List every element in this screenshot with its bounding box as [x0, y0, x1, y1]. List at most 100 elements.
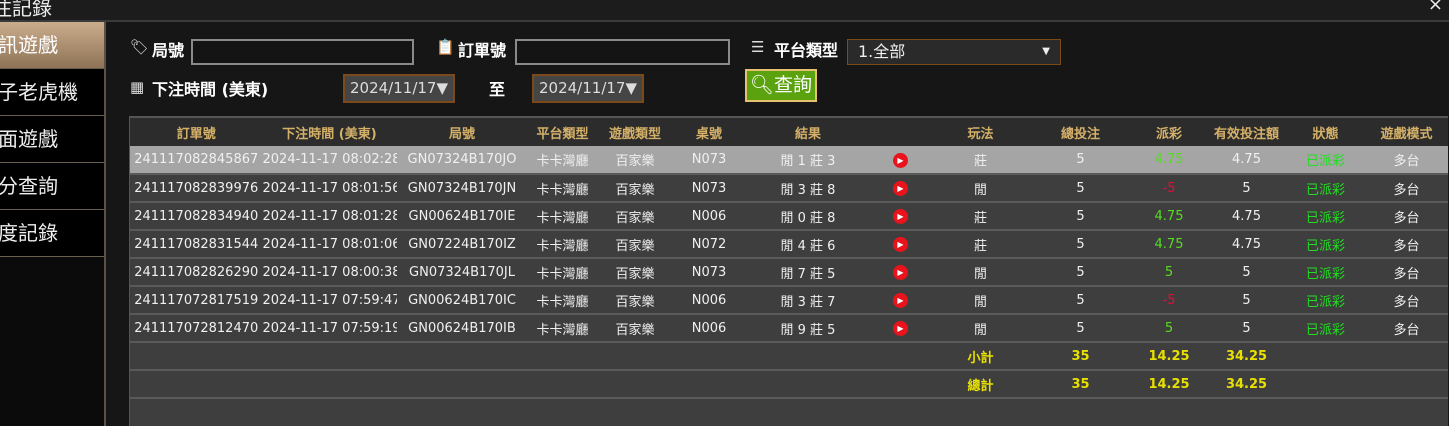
- cell-table-no: N006: [672, 202, 746, 231]
- total-row: 總計 35 14.25 34.25: [129, 370, 1448, 399]
- total-valid: 34.25: [1207, 370, 1286, 399]
- cell-game-type: 百家樂: [597, 314, 673, 343]
- cell-table-no: N006: [672, 286, 746, 315]
- cell-game-mode: 多台: [1365, 286, 1448, 315]
- play-video-icon[interactable]: ▶: [893, 181, 908, 196]
- bet-records-table: 訂單號 下注時間 (美東) 局號 平台類型 遊戲類型 桌號 結果 玩法 總投注 派彩 有效投注額 狀態…: [129, 116, 1448, 426]
- cell-bet-time: 2024-11-17 07:59:47: [262, 286, 397, 315]
- cell-result: 閒 9 莊 5: [745, 314, 871, 343]
- empty-cell: [129, 342, 263, 371]
- round-input[interactable]: [191, 39, 414, 65]
- cell-game-type: 百家樂: [597, 258, 673, 287]
- empty-cell: [129, 398, 1448, 426]
- cell-total-bet: 5: [1030, 230, 1131, 259]
- empty-cell: [672, 370, 746, 399]
- header-game-mode: 遊戲模式: [1365, 116, 1448, 146]
- cell-table-no: N073: [672, 174, 746, 203]
- table-row[interactable]: 241117082826290 2024-11-17 08:00:38 GN0732…: [129, 258, 1448, 287]
- close-icon[interactable]: ×: [1427, 0, 1443, 15]
- cell-game-mode: 多台: [1365, 174, 1448, 203]
- cell-platform: 卡卡灣廳: [527, 202, 598, 231]
- cell-game-mode: 多台: [1365, 202, 1448, 231]
- cell-status: 已派彩: [1285, 230, 1366, 259]
- cell-replay: ▶: [870, 230, 931, 259]
- empty-cell: [745, 370, 871, 399]
- cell-round-no: GN00624B170IC: [396, 286, 528, 315]
- cell-round-no: GN07224B170IZ: [396, 230, 528, 259]
- table-row[interactable]: 241117072812470 2024-11-17 07:59:19 GN0062…: [129, 314, 1448, 343]
- cell-valid-bet: 4.75: [1207, 230, 1286, 259]
- table-row[interactable]: 241117082834940 2024-11-17 08:01:28 GN0062…: [129, 202, 1448, 231]
- header-order-no: 訂單號: [129, 116, 263, 146]
- table-row[interactable]: 241117082845867 2024-11-17 08:02:28 GN0732…: [129, 146, 1448, 175]
- cell-round-no: GN00624B170IE: [396, 202, 528, 231]
- cell-bet-type: 莊: [930, 202, 1031, 231]
- total-bet: 35: [1030, 370, 1131, 399]
- cell-round-no: GN00624B170IB: [396, 314, 528, 343]
- cell-bet-time: 2024-11-17 08:01:28: [262, 202, 397, 231]
- header-bet-time: 下注時間 (美東): [262, 116, 397, 146]
- query-button[interactable]: 🔍︎查詢: [745, 69, 817, 102]
- play-video-icon[interactable]: ▶: [893, 265, 908, 280]
- table-row[interactable]: 241117072817519 2024-11-17 07:59:47 GN0062…: [129, 286, 1448, 315]
- cell-status: 已派彩: [1285, 314, 1366, 343]
- header-bet-type: 玩法: [930, 116, 1031, 146]
- play-video-icon[interactable]: ▶: [893, 293, 908, 308]
- play-video-icon[interactable]: ▶: [893, 152, 908, 168]
- query-label: 查詢: [774, 74, 813, 96]
- header-status: 狀態: [1285, 116, 1366, 146]
- cell-valid-bet: 5: [1207, 286, 1286, 315]
- cell-table-no: N073: [672, 146, 746, 175]
- empty-row: [129, 398, 1448, 426]
- cell-platform: 卡卡灣廳: [527, 258, 598, 287]
- cell-game-type: 百家樂: [597, 202, 673, 231]
- empty-cell: [597, 370, 673, 399]
- total-payout: 14.25: [1130, 370, 1208, 399]
- empty-cell: [1365, 370, 1448, 399]
- subtotal-label: 小計: [930, 342, 1031, 371]
- platform-select[interactable]: 1.全部 ▼: [847, 39, 1061, 65]
- cell-payout: 4.75: [1130, 202, 1208, 231]
- cell-payout: 4.75: [1130, 146, 1208, 175]
- play-video-icon[interactable]: ▶: [893, 209, 908, 224]
- empty-cell: [527, 370, 598, 399]
- table-row[interactable]: 241117082831544 2024-11-17 08:01:06 GN0722…: [129, 230, 1448, 259]
- cell-valid-bet: 5: [1207, 174, 1286, 203]
- cell-round-no: GN07324B170JL: [396, 258, 528, 287]
- cell-bet-type: 莊: [930, 230, 1031, 259]
- cell-game-type: 百家樂: [597, 230, 673, 259]
- empty-cell: [597, 342, 673, 371]
- tag-icon: 🏷: [130, 38, 150, 56]
- cell-result: 閒 4 莊 6: [745, 230, 871, 259]
- header-round-no: 局號: [396, 116, 528, 146]
- empty-cell: [745, 342, 871, 371]
- header-table-no: 桌號: [672, 116, 746, 146]
- cell-total-bet: 5: [1030, 286, 1131, 315]
- sidebar-item-live-games[interactable]: 視訊遊戲: [0, 22, 104, 69]
- cell-result: 閒 3 莊 8: [745, 174, 871, 203]
- sidebar-item-credit-log[interactable]: 額度記錄: [0, 210, 104, 257]
- empty-cell: [262, 342, 397, 371]
- cell-bet-time: 2024-11-17 07:59:19: [262, 314, 397, 343]
- order-input[interactable]: [515, 39, 730, 65]
- cell-valid-bet: 4.75: [1207, 146, 1286, 175]
- cell-game-type: 百家樂: [597, 286, 673, 315]
- date-to-picker[interactable]: 2024/11/17▼: [532, 74, 644, 103]
- table-row[interactable]: 241117082839976 2024-11-17 08:01:56 GN0732…: [129, 174, 1448, 203]
- sidebar-item-table-games[interactable]: 桌面遊戲: [0, 116, 104, 163]
- list-icon: ☰: [751, 38, 765, 56]
- cell-table-no: N073: [672, 258, 746, 287]
- cell-bet-type: 閒: [930, 286, 1031, 315]
- cell-payout: 4.75: [1130, 230, 1208, 259]
- play-video-icon[interactable]: ▶: [893, 321, 908, 336]
- header-result: 結果: [745, 116, 871, 146]
- total-label: 總計: [930, 370, 1031, 399]
- cell-payout: 5: [1130, 314, 1208, 343]
- play-video-icon[interactable]: ▶: [893, 237, 908, 252]
- sidebar-item-points[interactable]: 積分查詢: [0, 163, 104, 210]
- date-from-picker[interactable]: 2024/11/17▼: [343, 74, 455, 103]
- window-title: 注記錄: [0, 0, 52, 20]
- empty-cell: [396, 370, 528, 399]
- sidebar-item-slots[interactable]: 電子老虎機: [0, 69, 104, 116]
- cell-order-no: 241117082839976: [129, 174, 263, 203]
